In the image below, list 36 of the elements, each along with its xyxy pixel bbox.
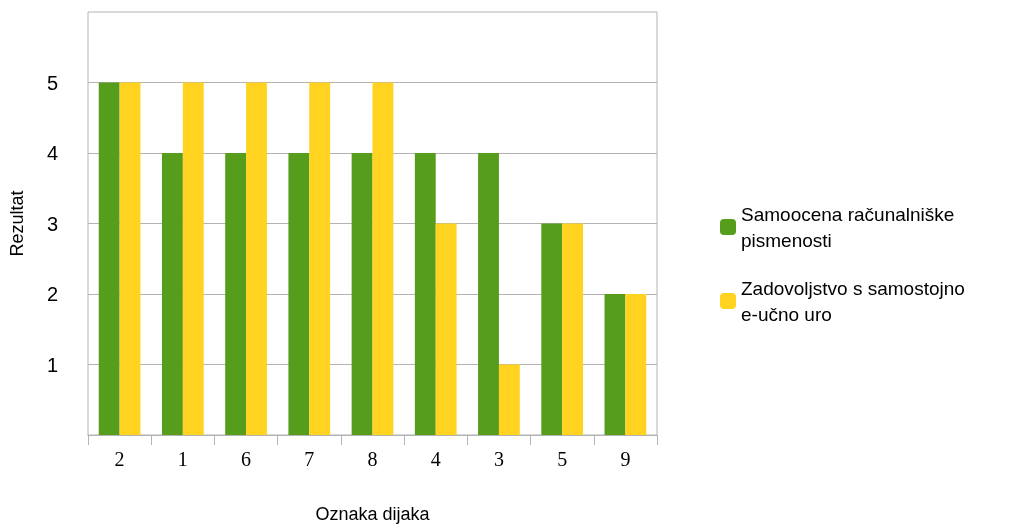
x-tick-label: 7 [304, 448, 315, 470]
x-tick-label: 6 [241, 448, 252, 470]
bar [604, 294, 626, 435]
y-tick-label: 1 [46, 353, 58, 376]
bar [414, 153, 436, 435]
x-axis-title: Oznaka dijaka [315, 504, 431, 524]
y-tick-label: 5 [46, 71, 58, 94]
bar [246, 82, 267, 435]
legend-label: Zadovoljstvo s samostojno e-učno uro [741, 277, 971, 325]
x-tick-label: 2 [114, 448, 125, 470]
bar [435, 223, 457, 435]
bar [309, 82, 331, 435]
x-tick-label: 9 [620, 448, 631, 470]
x-tick-label: 1 [177, 448, 188, 470]
bar [372, 82, 394, 435]
y-tick-label: 3 [46, 212, 58, 235]
bar [625, 294, 647, 435]
bar [351, 153, 373, 435]
x-tick-label: 3 [493, 448, 504, 470]
bar [541, 223, 563, 435]
bar [478, 153, 499, 435]
x-tick-label: 4 [430, 448, 441, 470]
y-tick-label: 2 [46, 283, 58, 305]
bar [225, 153, 247, 435]
bar [161, 153, 183, 435]
bar [182, 82, 204, 435]
x-tick-label: 5 [557, 448, 568, 470]
y-tick-label: 4 [46, 142, 58, 164]
bar [288, 153, 310, 435]
bar [119, 82, 141, 435]
y-axis-title: Rezultat [7, 190, 27, 257]
bar [562, 223, 584, 435]
x-tick-label: 8 [367, 448, 378, 470]
bar [498, 364, 520, 435]
legend-label: Samoocena računalniške pismenosti [741, 203, 960, 251]
bar [98, 82, 120, 435]
